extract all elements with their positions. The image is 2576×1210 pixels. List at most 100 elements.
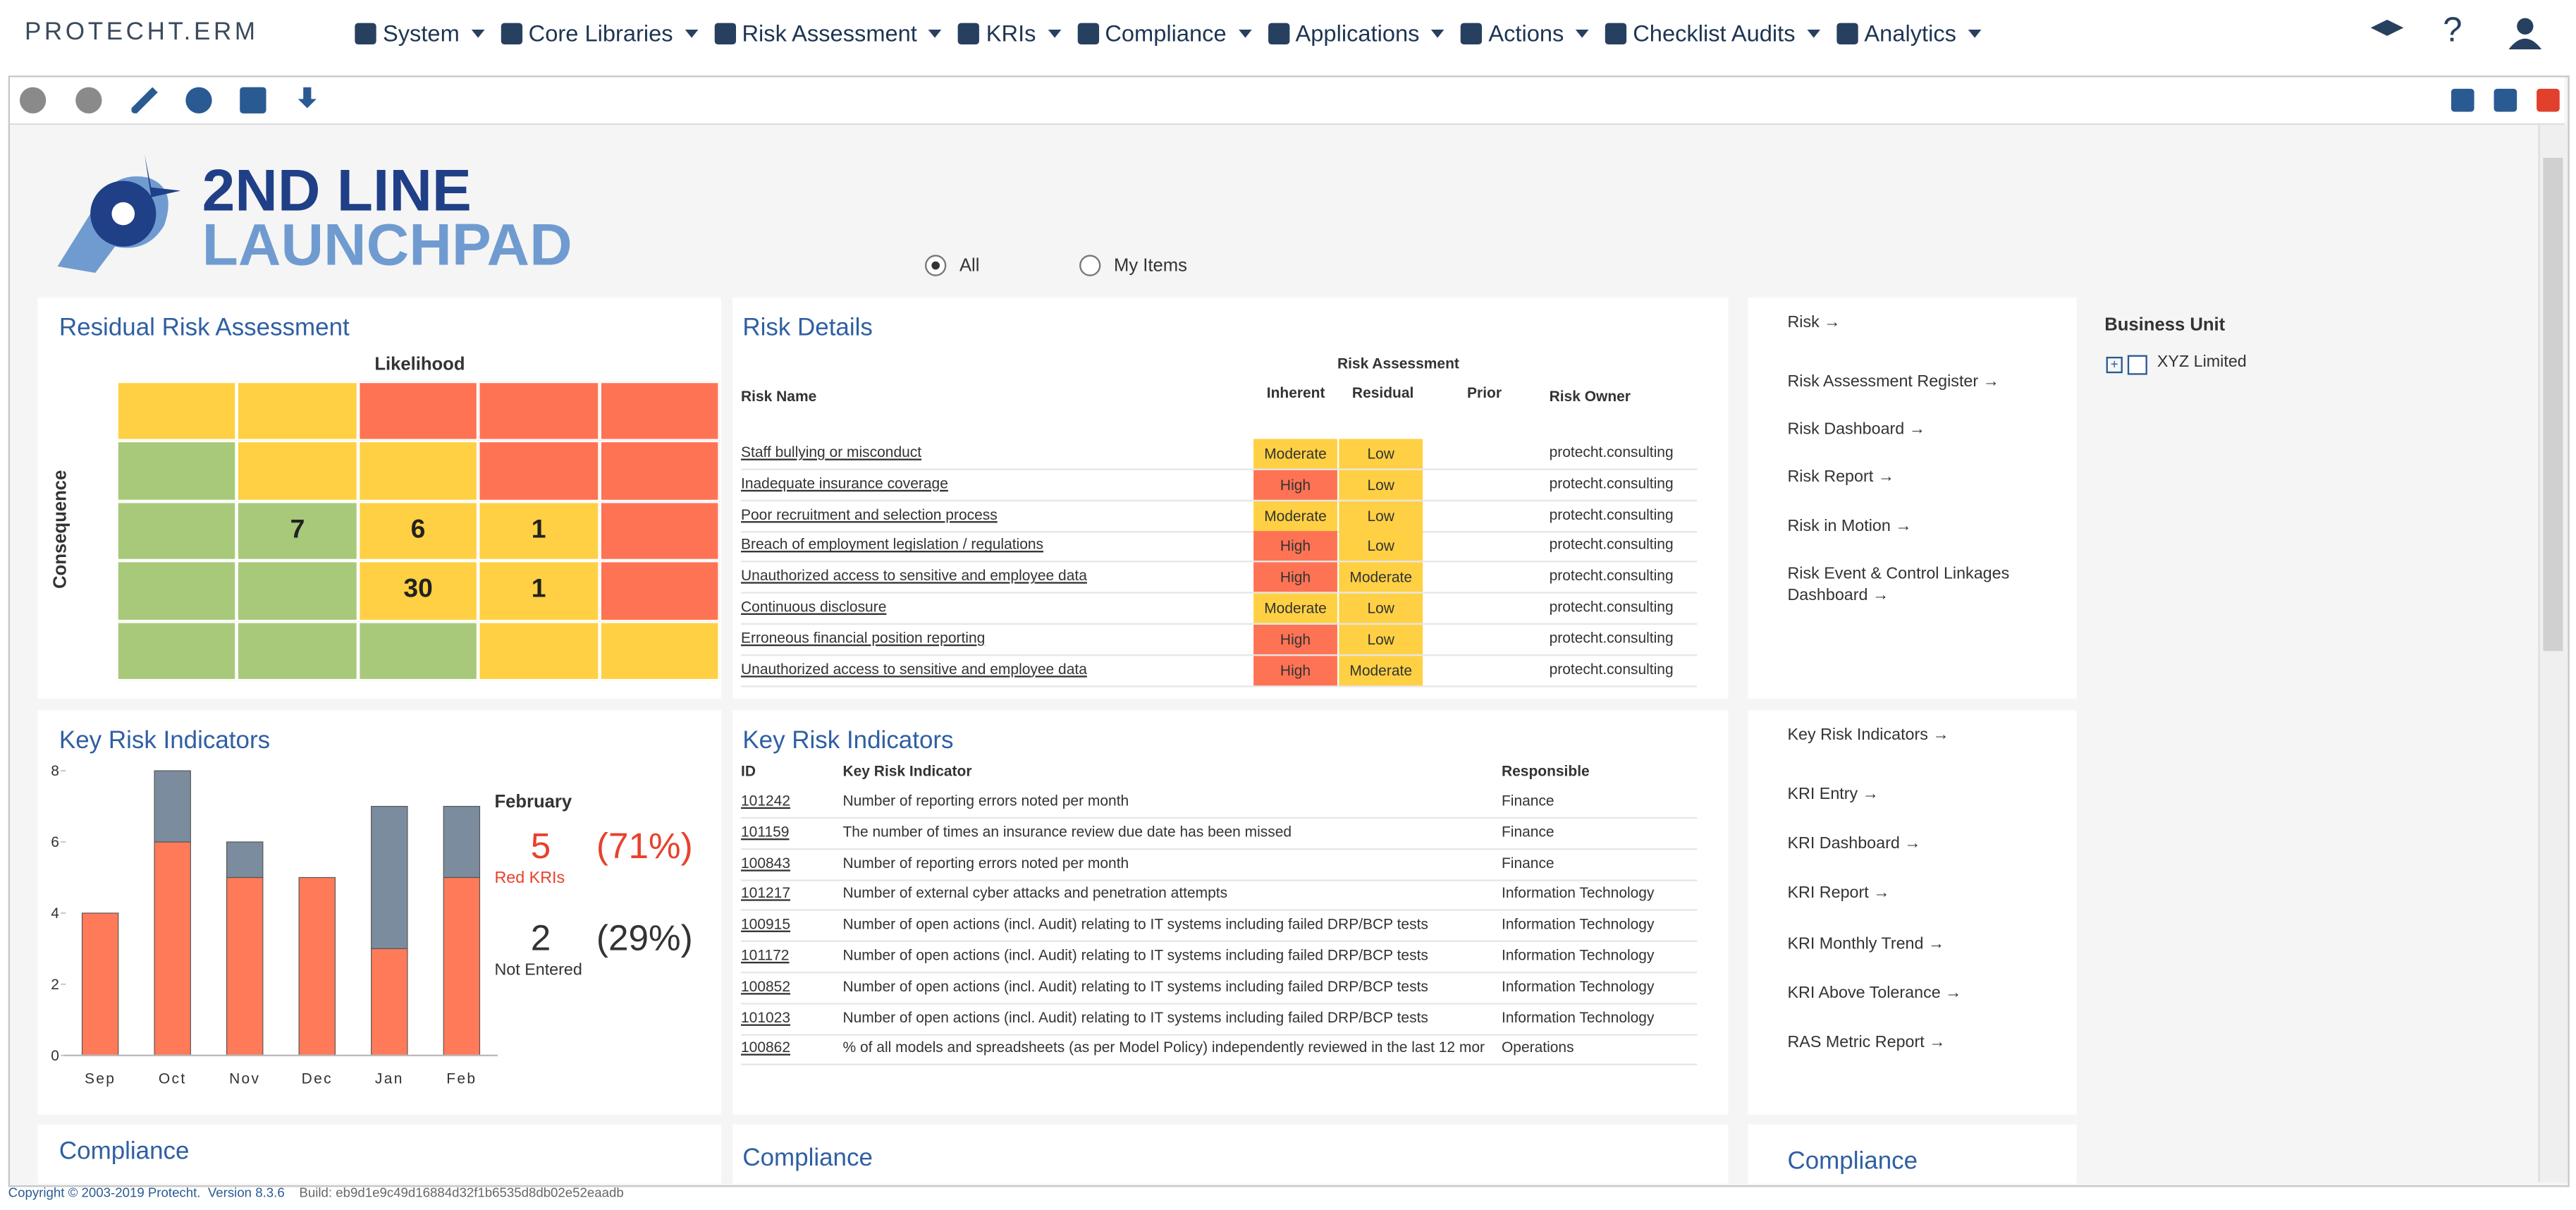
column-header: Responsible [1501, 762, 1590, 780]
risk-owner: protecht.consulting [1549, 506, 1674, 522]
business-unit-item[interactable]: XYZ Limited [2157, 353, 2247, 372]
menu-item[interactable]: Risk Assessment [713, 20, 942, 46]
menu-label: KRIs [986, 19, 1036, 47]
panel-title: Compliance [1787, 1147, 1918, 1176]
kri-id[interactable]: 101217 [741, 885, 791, 902]
kri-id[interactable]: 101159 [741, 823, 790, 840]
training-icon[interactable] [2370, 19, 2404, 36]
logo-icon [57, 154, 181, 274]
table-row: Erroneous financial position reporting Hi… [741, 624, 1698, 656]
back-button[interactable] [19, 87, 47, 114]
kri-id[interactable]: 100852 [741, 977, 791, 995]
menu-label: Analytics [1864, 19, 1956, 47]
kri-name: Number of open actions (incl. Audit) rel… [842, 1008, 1428, 1025]
y-tick-label: 2 [51, 977, 59, 993]
table-row: Continuous disclosure Moderate Low protecht… [741, 593, 1698, 625]
risk-details-panel: Risk Details Risk Assessment Risk Name In… [732, 298, 1729, 699]
inherent-rating: Moderate [1253, 593, 1337, 623]
kri-id[interactable]: 101172 [741, 946, 790, 964]
risk-name[interactable]: Staff bullying or misconduct [741, 444, 922, 460]
download-button[interactable] [298, 87, 317, 109]
print-button[interactable] [240, 87, 266, 114]
maximize-button[interactable] [2494, 88, 2517, 112]
nav-link[interactable]: KRI Above Tolerance [1787, 983, 2034, 1004]
menu-item[interactable]: Analytics [1836, 20, 1981, 46]
nav-link[interactable]: Risk in Motion [1787, 515, 2034, 537]
nav-link[interactable]: Risk Event & Control Linkages Dashboard [1787, 563, 2034, 606]
risk-name[interactable]: Inadequate insurance coverage [741, 475, 948, 491]
kri-id[interactable]: 101023 [741, 1008, 791, 1025]
risk-name[interactable]: Unauthorized access to sensitive and emp… [741, 567, 1087, 585]
responsible: Information Technology [1501, 885, 1655, 902]
inherent-rating: Moderate [1253, 439, 1337, 469]
menu-item[interactable]: Compliance [1077, 20, 1251, 46]
edit-button[interactable] [131, 87, 158, 114]
heatmap-cell [599, 501, 720, 561]
kri-name: Number of open actions (incl. Audit) rel… [842, 916, 1428, 933]
table-row: 101159 The number of times an insurance r… [741, 819, 1698, 850]
nav-link[interactable]: KRI Report [1787, 884, 2034, 905]
menu-item[interactable]: Checklist Audits [1605, 20, 1820, 46]
kri-id[interactable]: 101242 [741, 792, 791, 809]
brand[interactable]: PROTECHT.ERM [24, 18, 259, 47]
menu-item[interactable]: System [355, 20, 484, 46]
column-header: Inherent [1266, 384, 1325, 401]
responsible: Finance [1501, 854, 1554, 871]
kri-id[interactable]: 100862 [741, 1039, 791, 1056]
panel-title: Risk Details [742, 314, 873, 342]
menu-item[interactable]: KRIs [958, 19, 1061, 47]
expand-toggle[interactable]: + [2106, 356, 2123, 374]
bar-segment [443, 876, 481, 1056]
risk-name[interactable]: Poor recruitment and selection process [741, 506, 998, 522]
risk-name[interactable]: Continuous disclosure [741, 598, 887, 615]
filter-my-items[interactable]: My Items [1079, 255, 1187, 276]
summary-percent: (29%) [596, 917, 693, 959]
kri-name: The number of times an insurance review … [842, 823, 1292, 840]
heatmap-cell [478, 621, 599, 681]
table-row: Inadequate insurance coverage High Low prot… [741, 470, 1698, 501]
favorite-button[interactable] [2451, 88, 2474, 112]
menu-label: Checklist Audits [1633, 19, 1796, 47]
bar-segment [226, 841, 264, 879]
kri-id[interactable]: 100915 [741, 916, 791, 933]
forward-button[interactable] [75, 87, 102, 114]
user-icon[interactable] [2507, 15, 2543, 51]
summary-count: 5 [530, 825, 551, 867]
risk-name[interactable]: Erroneous financial position reporting [741, 629, 986, 646]
menu-caret [1047, 28, 1061, 37]
panel-title: Risk [1787, 314, 1840, 332]
nav-link[interactable]: RAS Metric Report [1787, 1032, 2034, 1053]
panel-title: Residual Risk Assessment [59, 314, 350, 342]
nav-link[interactable]: Risk Report [1787, 468, 2034, 489]
menu-icon [1267, 22, 1289, 44]
checkbox[interactable] [2127, 355, 2147, 375]
version: Version 8.3.6 [207, 1185, 285, 1200]
kri-name: Number of open actions (incl. Audit) rel… [842, 977, 1428, 995]
kri-id[interactable]: 100843 [741, 854, 791, 871]
business-unit-title: Business Unit [2104, 315, 2226, 336]
help-icon[interactable]: ? [2443, 11, 2462, 49]
close-button[interactable] [2537, 88, 2560, 112]
filter-all[interactable]: All [925, 255, 979, 276]
menu-label: Compliance [1105, 19, 1227, 47]
risk-name[interactable]: Unauthorized access to sensitive and emp… [741, 660, 1087, 677]
refresh-button[interactable] [185, 87, 212, 114]
menu-item[interactable]: Applications [1267, 20, 1445, 46]
residual-rating: Low [1339, 593, 1423, 623]
nav-link[interactable]: KRI Entry [1787, 784, 2034, 805]
nav-link[interactable]: Risk Assessment Register [1787, 372, 2034, 393]
heatmap-cell [237, 621, 358, 681]
scrollbar[interactable] [2538, 125, 2568, 1182]
menu-item[interactable]: Actions [1460, 20, 1589, 46]
heatmap-cell [357, 381, 479, 441]
risk-name[interactable]: Breach of employment legislation / regul… [741, 536, 1044, 554]
menu-icon [1077, 22, 1099, 44]
nav-link[interactable]: KRI Dashboard [1787, 834, 2034, 855]
nav-link[interactable]: Risk Dashboard [1787, 420, 2034, 441]
menu-item[interactable]: Core Libraries [501, 20, 698, 46]
table-row: Poor recruitment and selection process Mo… [741, 501, 1698, 532]
residual-rating: Low [1339, 531, 1423, 561]
group-header: Risk Assessment [1337, 355, 1459, 372]
copyright: Copyright © 2003-2019 Protecht. [8, 1185, 201, 1200]
nav-link[interactable]: KRI Monthly Trend [1787, 933, 2034, 954]
